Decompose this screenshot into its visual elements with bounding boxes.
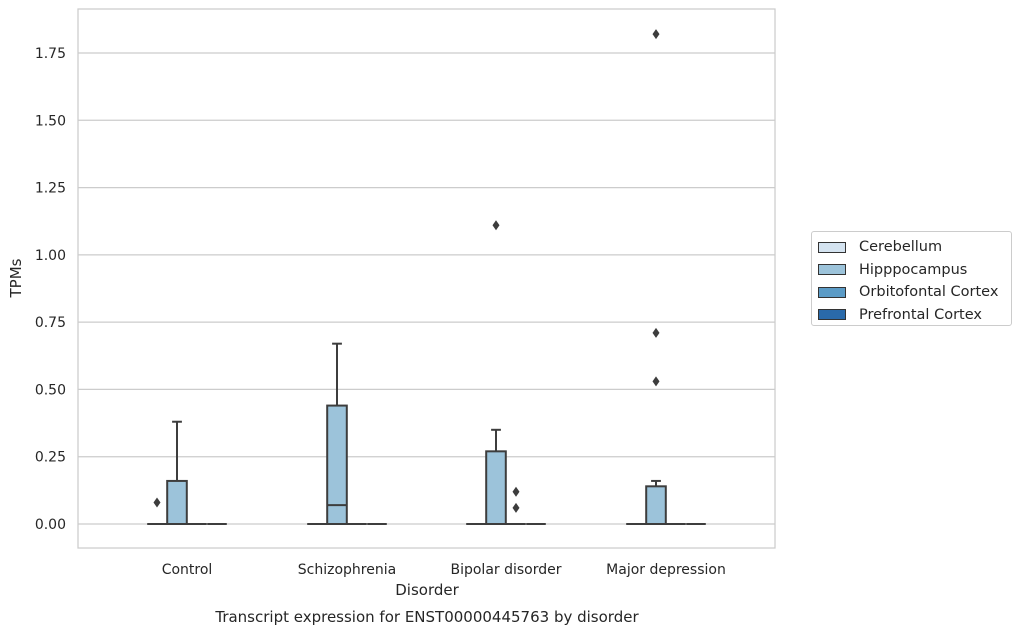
box [166,479,188,525]
outlier-point [512,502,520,513]
x-tick-label: Schizophrenia [298,562,396,578]
y-tick-label: 0.75 [35,315,66,331]
box [326,404,348,526]
outlier-point [153,497,161,508]
legend-label: Cerebellum [859,239,943,256]
y-tick-label: 1.00 [35,248,66,264]
box [485,450,507,525]
chart-title: Transcript expression for ENST0000044576… [214,608,639,626]
x-tick-label: Major depression [606,562,726,578]
legend: Cerebellum Hipppocampus Orbitofontal Cor… [811,231,1012,326]
legend-swatch [818,309,846,321]
y-axis-label: TPMs [7,258,25,298]
box [645,485,667,526]
legend-item: Cerebellum [818,236,1005,259]
outlier-point [652,327,660,338]
y-tick-label: 0.50 [35,382,66,398]
legend-swatch [818,286,846,298]
outlier-point [512,486,520,497]
outlier-point [652,376,660,387]
x-tick-label: Control [162,562,213,578]
legend-item: Orbitofontal Cortex [818,281,1005,304]
y-tick-label: 1.25 [35,181,66,197]
y-tick-label: 1.50 [35,113,66,129]
boxes [147,29,706,526]
outlier-point [492,220,500,231]
legend-label: Hipppocampus [859,261,968,278]
x-axis-label: Disorder [395,581,459,599]
x-tick-label: Bipolar disorder [450,562,561,578]
y-tick-labels: 0.00 0.25 0.50 0.75 1.00 1.25 1.50 1.75 [35,46,66,533]
legend-swatch [818,241,846,253]
y-tick-label: 1.75 [35,46,66,62]
x-tick-labels: Control Schizophrenia Bipolar disorder Majo… [162,562,726,578]
legend-swatch [818,264,846,276]
outlier-point [652,29,660,40]
y-tick-label: 0.00 [35,517,66,533]
plot-area [77,8,776,549]
legend-label: Orbitofontal Cortex [859,284,999,301]
legend-item: Hipppocampus [818,259,1005,282]
legend-item: Prefrontal Cortex [818,304,1005,327]
y-tick-label: 0.25 [35,450,66,466]
legend-label: Prefrontal Cortex [859,306,982,323]
